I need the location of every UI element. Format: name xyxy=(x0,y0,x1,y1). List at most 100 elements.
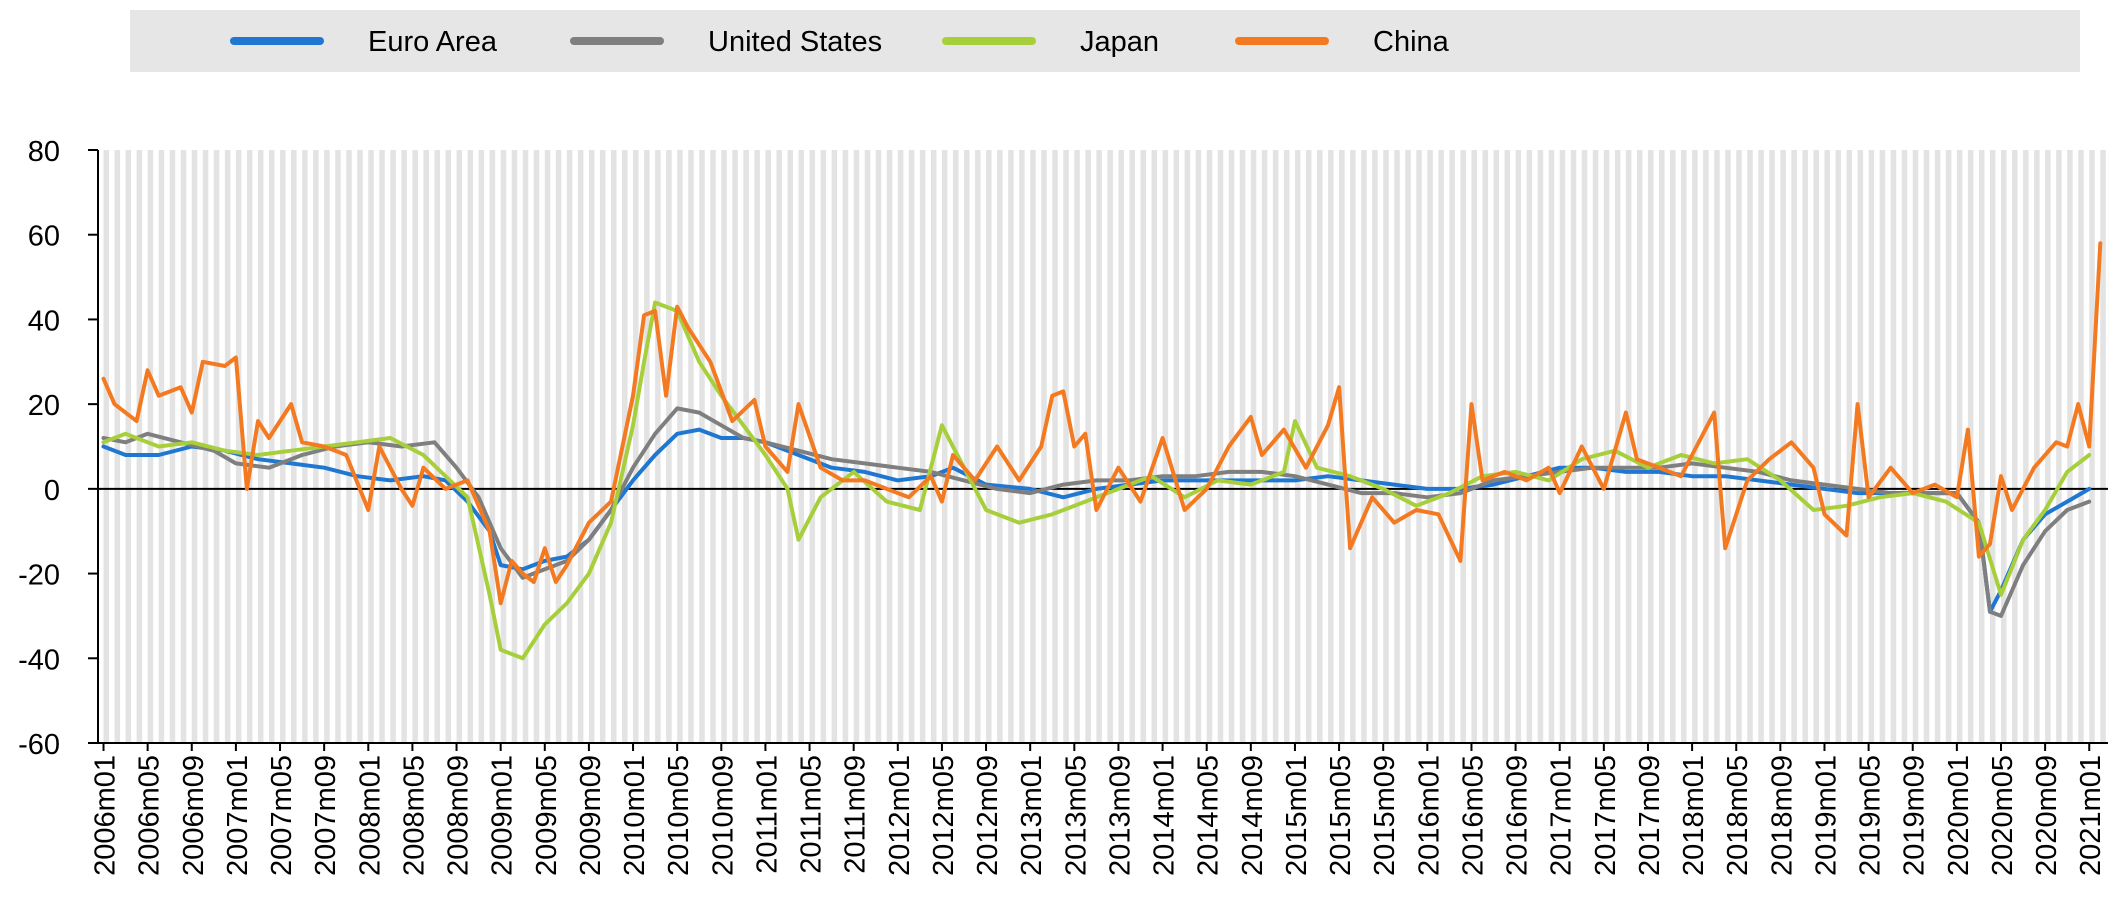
grid-band xyxy=(975,150,981,743)
grid-band xyxy=(1989,150,1996,743)
grid-band xyxy=(1361,150,1367,743)
y-tick-label: -40 xyxy=(18,644,60,676)
series-line-united-states xyxy=(101,406,2092,618)
grid-band xyxy=(456,150,463,743)
grid-band xyxy=(2078,150,2084,743)
x-tick-label: 2014m01 xyxy=(1149,755,1181,876)
x-tick-label: 2014m05 xyxy=(1193,755,1225,876)
grid-band xyxy=(1140,150,1147,743)
grid-band xyxy=(688,150,694,743)
grid-band xyxy=(555,150,562,743)
grid-band xyxy=(1228,150,1235,743)
grid-band xyxy=(1592,150,1599,743)
grid-band xyxy=(2000,150,2007,743)
grid-band xyxy=(1482,150,1489,743)
grid-band xyxy=(721,150,727,743)
grid-band xyxy=(1493,150,1500,743)
grid-band xyxy=(765,150,771,743)
x-tick-label: 2019m05 xyxy=(1855,755,1887,876)
y-tick-label: 40 xyxy=(28,305,60,337)
y-tick-label: 20 xyxy=(28,390,60,422)
grid-band xyxy=(1217,150,1224,743)
x-tick-label: 2008m09 xyxy=(443,755,475,876)
grid-band xyxy=(478,150,485,743)
grid-band xyxy=(1956,150,1963,743)
x-tick-label: 2007m09 xyxy=(310,755,342,876)
legend-swatch-united-states xyxy=(570,37,664,45)
grid-band xyxy=(1173,150,1180,743)
x-tick-label: 2013m09 xyxy=(1104,755,1136,876)
grid-band xyxy=(1890,150,1897,743)
grid-band xyxy=(489,150,496,743)
grid-band xyxy=(1074,150,1080,743)
grid-band xyxy=(2100,150,2106,743)
grid-band xyxy=(1272,150,1279,743)
grid-band xyxy=(1239,150,1246,743)
grid-band xyxy=(257,150,264,743)
x-tick-label: 2010m09 xyxy=(707,755,739,876)
x-tick-label: 2018m09 xyxy=(1766,755,1798,876)
grid-band xyxy=(1041,150,1047,743)
grid-band xyxy=(853,150,860,743)
grid-band xyxy=(1372,150,1378,743)
grid-band xyxy=(566,150,573,743)
grid-band xyxy=(622,150,628,743)
grid-band xyxy=(522,150,529,743)
grid-band xyxy=(533,150,540,743)
grid-band xyxy=(1758,150,1764,743)
x-tick-label: 2011m05 xyxy=(796,755,828,874)
grid-band xyxy=(1659,150,1665,743)
grid-band xyxy=(1328,150,1334,743)
grid-band xyxy=(511,150,518,743)
grid-band xyxy=(732,150,738,743)
legend-label-euro-area: Euro Area xyxy=(368,26,497,58)
grid-band xyxy=(1206,150,1213,743)
x-tick-label: 2015m09 xyxy=(1369,755,1401,876)
grid-band xyxy=(1857,150,1864,743)
x-tick-label: 2013m01 xyxy=(1016,755,1048,876)
grid-band xyxy=(1769,150,1775,743)
x-tick-label: 2020m09 xyxy=(2031,755,2063,876)
grid-band xyxy=(1835,150,1842,743)
grid-band xyxy=(1151,150,1158,743)
x-tick-label: 2010m05 xyxy=(663,755,695,876)
x-tick-label: 2011m01 xyxy=(751,755,783,874)
x-tick-label: 2012m05 xyxy=(928,755,960,876)
y-tick-label: -60 xyxy=(18,729,60,761)
grid-band xyxy=(1581,150,1588,743)
grid-band xyxy=(1019,150,1025,743)
grid-band xyxy=(235,150,242,743)
grid-band xyxy=(1736,150,1742,743)
grid-band xyxy=(599,150,606,743)
grid-band xyxy=(1471,150,1477,743)
x-tick-label: 2006m05 xyxy=(134,755,166,876)
grid-band xyxy=(633,150,639,743)
grid-band xyxy=(1603,150,1610,743)
grid-band xyxy=(1923,150,1930,743)
x-tick-label: 2012m09 xyxy=(972,755,1004,876)
grid-band xyxy=(666,150,672,743)
grid-band xyxy=(147,150,154,743)
grid-band xyxy=(445,150,452,743)
x-tick-label: 2016m01 xyxy=(1413,755,1445,876)
grid-band xyxy=(1901,150,1908,743)
grid-band xyxy=(1129,150,1135,743)
grid-band xyxy=(1350,150,1356,743)
grid-band xyxy=(743,150,749,743)
grid-band xyxy=(1261,150,1268,743)
grid-band xyxy=(1383,150,1389,743)
grid-band xyxy=(357,150,363,743)
grid-band xyxy=(1394,150,1400,743)
legend-label-japan: Japan xyxy=(1080,26,1160,58)
grid-band xyxy=(500,150,507,743)
grid-band xyxy=(1703,150,1709,743)
grid-band xyxy=(1548,150,1555,743)
y-tick-label: 0 xyxy=(44,475,60,507)
grid-band xyxy=(2045,150,2051,743)
x-tick-label: 2019m09 xyxy=(1899,755,1931,876)
grid-band xyxy=(1526,150,1533,743)
grid-band xyxy=(302,150,308,743)
x-tick-label: 2010m01 xyxy=(619,755,651,876)
grid-band xyxy=(1515,150,1522,743)
series-line-euro-area xyxy=(101,427,2092,614)
